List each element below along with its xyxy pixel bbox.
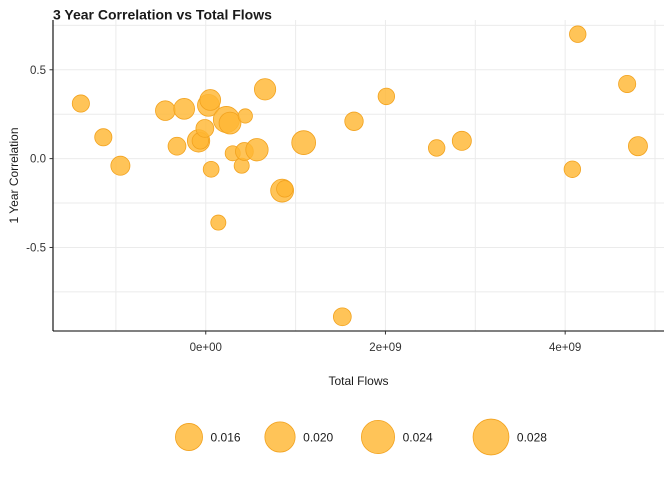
data-point	[210, 214, 227, 231]
data-point	[110, 155, 131, 176]
y-tick-label: 0.0	[30, 154, 46, 166]
data-point	[563, 160, 582, 178]
legend-size-label: 0.020	[303, 431, 333, 445]
y-axis-title: 1 Year Correlation	[7, 127, 21, 223]
legend-size-label: 0.024	[403, 431, 433, 445]
data-point	[155, 100, 176, 121]
data-point	[377, 87, 396, 106]
data-point	[202, 160, 220, 178]
data-point	[71, 94, 90, 113]
data-point	[451, 130, 472, 151]
data-point	[344, 111, 364, 131]
data-point	[291, 130, 317, 155]
y-tick-label: 0.5	[30, 65, 46, 77]
data-point	[428, 139, 446, 157]
grid-lines	[53, 20, 664, 331]
x-tick-label: 4e+09	[549, 342, 581, 354]
size-legend: 0.016 0.020 0.024 0.028	[175, 418, 547, 456]
tick-labels: 0e+00 2e+09 4e+09 -0.5 0.0 0.5	[26, 65, 581, 354]
data-point	[569, 25, 587, 43]
legend-size-key	[361, 420, 395, 454]
data-point	[167, 136, 187, 156]
data-point	[245, 138, 269, 162]
data-point	[332, 307, 352, 327]
legend-size-key	[264, 421, 296, 453]
legend-size-label: 0.028	[517, 431, 547, 445]
x-axis-title: Total Flows	[328, 374, 388, 388]
data-point	[627, 136, 648, 157]
y-tick-label: -0.5	[26, 242, 46, 254]
data-points	[71, 25, 648, 327]
x-tick-label: 0e+00	[190, 342, 222, 354]
legend-size-key	[472, 418, 510, 456]
chart-title: 3 Year Correlation vs Total Flows	[53, 7, 272, 23]
data-point	[276, 180, 294, 198]
x-tick-label: 2e+09	[369, 342, 401, 354]
data-point	[195, 119, 215, 138]
data-point	[237, 108, 253, 124]
data-point	[618, 74, 637, 93]
data-point	[173, 98, 195, 120]
axes	[52, 20, 664, 332]
data-point	[253, 78, 277, 101]
data-point	[218, 111, 242, 135]
legend-size-label: 0.016	[211, 431, 241, 445]
data-point	[199, 89, 222, 111]
legend-size-key	[175, 423, 203, 451]
data-point	[94, 128, 113, 147]
